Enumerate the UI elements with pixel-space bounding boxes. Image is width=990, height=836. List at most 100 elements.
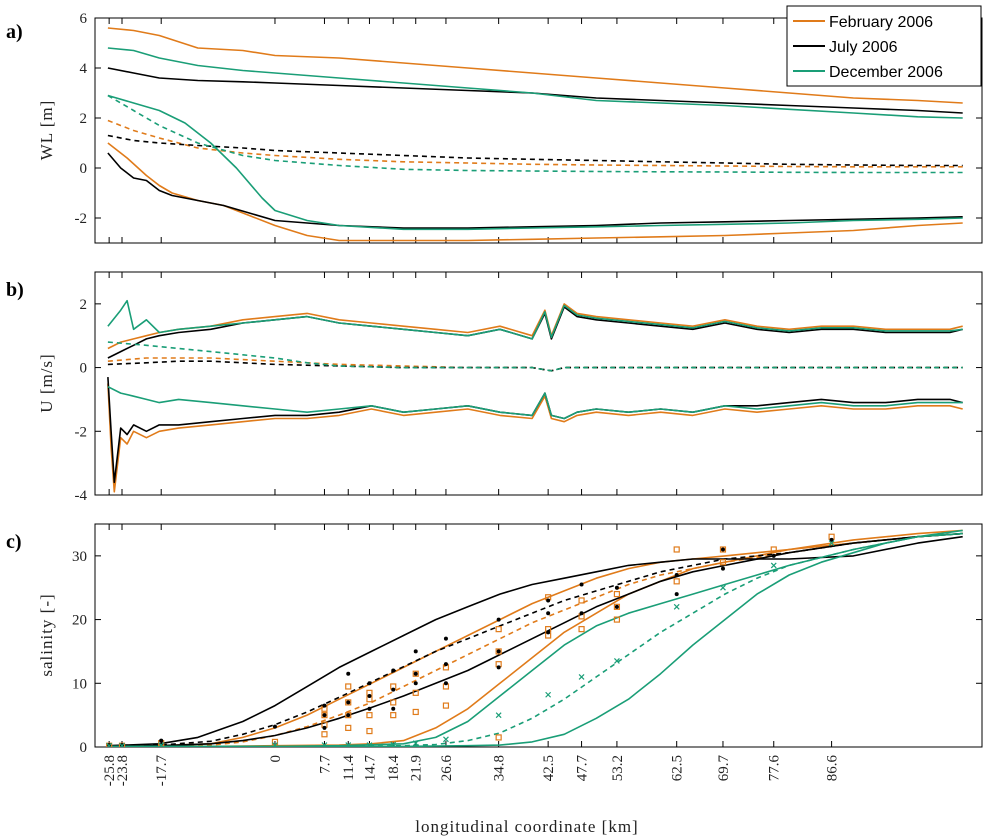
- obs-point-july: [413, 671, 418, 676]
- obs-point-july: [413, 649, 418, 654]
- x-tick-label: 62.5: [670, 755, 686, 781]
- obs-point-july: [674, 572, 679, 577]
- obs-point-february: [390, 712, 397, 719]
- x-tick-label: 14.7: [362, 755, 378, 782]
- y-tick-label: -2: [75, 211, 88, 227]
- obs-point-february: [345, 699, 352, 706]
- obs-point-february: [613, 603, 621, 610]
- obs-point-july: [322, 703, 327, 708]
- y-tick-label: -2: [75, 424, 88, 440]
- x-tick-label: 77.6: [767, 755, 783, 782]
- x-tick-label: 47.7: [575, 755, 591, 782]
- x-tick-label: -17.7: [154, 755, 170, 787]
- obs-point-february: [390, 699, 397, 706]
- obs-point-december: [828, 540, 835, 547]
- obs-point-february: [321, 712, 328, 719]
- series-line-6: [107, 47, 963, 119]
- series-line-6: [107, 383, 963, 493]
- obs-point-july: [346, 713, 351, 718]
- series-line-3: [107, 535, 963, 747]
- y-tick-label: 0: [80, 161, 88, 177]
- y-tick-label: 4: [80, 61, 88, 77]
- series-line-0: [107, 27, 963, 104]
- obs-point-december: [673, 603, 680, 610]
- panel-a-series: [107, 27, 963, 242]
- obs-point-february: [412, 708, 419, 716]
- y-tick-label: 20: [72, 613, 87, 629]
- obs-point-july: [391, 706, 396, 711]
- y-tick-label: 0: [80, 740, 88, 756]
- panel-b-ylabel: U [m/s]: [37, 353, 56, 412]
- obs-point-february: [770, 546, 777, 553]
- x-tick-label: 21.9: [409, 755, 425, 781]
- obs-point-february: [495, 734, 502, 741]
- obs-point-july: [322, 713, 327, 718]
- obs-point-december: [119, 742, 125, 747]
- obs-point-december: [443, 736, 449, 743]
- obs-point-february: [719, 546, 727, 553]
- obs-point-february: [412, 689, 419, 696]
- obs-point-december: [495, 712, 502, 719]
- x-tick-label: 26.6: [439, 755, 455, 782]
- series-line-3: [107, 67, 963, 114]
- obs-point-february: [412, 670, 419, 677]
- obs-point-july: [322, 725, 327, 730]
- legend-item-february: February 2006: [829, 14, 933, 31]
- series-line-5: [107, 532, 963, 747]
- obs-point-july: [443, 662, 448, 667]
- obs-point-july: [720, 566, 725, 571]
- obs-point-december: [720, 584, 726, 591]
- obs-point-february: [578, 597, 585, 604]
- obs-point-february: [366, 712, 373, 719]
- obs-point-july: [546, 630, 551, 635]
- obs-point-december: [158, 742, 165, 747]
- obs-point-december: [613, 658, 620, 664]
- x-tick-label: 53.2: [610, 755, 626, 781]
- y-tick-label: 2: [80, 297, 88, 313]
- panel-b-frame: [94, 271, 983, 496]
- series-line-8: [107, 385, 963, 420]
- x-tick-label: -25.8: [102, 755, 118, 786]
- obs-point-december: [412, 740, 419, 747]
- obs-point-february: [495, 648, 502, 655]
- panel-b-label: b): [6, 279, 24, 301]
- x-tick-label: 18.4: [386, 755, 402, 782]
- panel-b-plot: -4 -2 0 2: [75, 271, 983, 504]
- y-tick-label: 0: [80, 361, 88, 377]
- panel-a-ylabel: WL [m]: [37, 100, 56, 161]
- y-tick-label: 2: [80, 111, 88, 127]
- obs-point-february: [719, 559, 727, 566]
- obs-point-july: [443, 636, 448, 641]
- obs-point-july: [159, 738, 164, 743]
- obs-point-february: [613, 590, 621, 598]
- obs-point-december: [321, 742, 328, 747]
- obs-point-july: [367, 681, 372, 686]
- obs-point-december: [390, 741, 397, 747]
- obs-point-july: [496, 649, 501, 654]
- obs-point-december: [770, 562, 777, 569]
- legend: February 2006 July 2006 December 2006: [786, 5, 982, 87]
- y-tick-label: 30: [72, 549, 87, 565]
- obs-point-july: [413, 681, 418, 686]
- obs-point-july: [546, 598, 551, 603]
- series-line-7: [107, 532, 963, 747]
- x-tick-label: 69.7: [716, 755, 732, 782]
- obs-point-july: [443, 681, 448, 686]
- panel-c-ylabel: salinity [-]: [37, 593, 56, 676]
- panel-c-series: [106, 529, 963, 747]
- obs-point-july: [496, 617, 501, 622]
- series-line-2: [107, 119, 963, 168]
- obs-point-july: [546, 611, 551, 616]
- x-tick-label: 0: [268, 755, 284, 763]
- x-tick-label: 7.7: [317, 755, 333, 774]
- x-tick-label: 11.4: [341, 755, 357, 781]
- obs-point-july: [367, 694, 372, 699]
- series-line-4: [107, 532, 963, 747]
- obs-point-july: [579, 611, 584, 616]
- obs-point-december: [106, 742, 113, 747]
- series-line-7: [107, 94, 963, 231]
- obs-point-july: [771, 553, 776, 558]
- x-tick-label: 86.6: [825, 755, 841, 782]
- obs-point-december: [345, 742, 352, 747]
